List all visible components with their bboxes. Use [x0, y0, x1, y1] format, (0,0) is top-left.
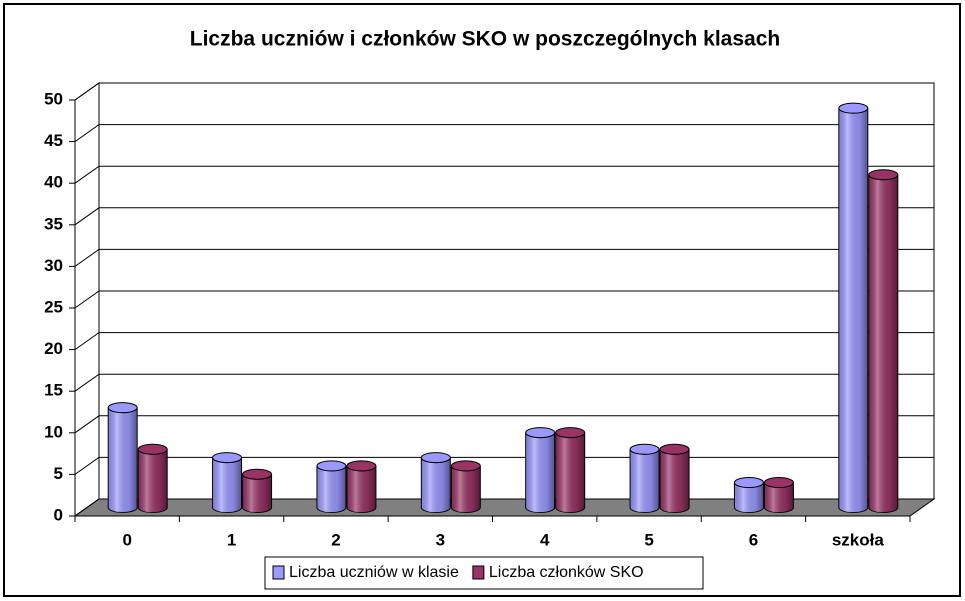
cylinder-top [868, 169, 899, 181]
cylinder-shade [108, 407, 138, 513]
cylinder-top [629, 443, 660, 455]
grid-line [74, 248, 934, 267]
y-tick-label: 35 [44, 214, 63, 233]
y-tick-label: 5 [54, 464, 63, 483]
x-tick-label: 5 [644, 530, 653, 549]
floor [73, 498, 936, 517]
cylinder-top [838, 102, 869, 114]
cylinder-top [212, 452, 243, 464]
cylinder-top [316, 460, 347, 472]
cylinder-shade [660, 449, 690, 513]
legend-label: Liczba członków SKO [489, 564, 644, 581]
chart-title: Liczba uczniów i członków SKO w poszczeg… [190, 28, 780, 51]
x-tick-label: szkoła [832, 530, 885, 549]
x-tick-label: 2 [331, 530, 340, 549]
y-tick-label: 45 [44, 131, 63, 150]
grid-line [74, 165, 934, 184]
cylinder-shade [630, 449, 660, 513]
grid-line [74, 373, 934, 392]
cylinder-top [763, 477, 794, 489]
cylinder-top [107, 402, 138, 414]
y-tick-label: 40 [44, 173, 63, 192]
y-tick-label: 25 [44, 297, 63, 316]
cylinder-top [733, 477, 764, 489]
cylinder-top [242, 468, 273, 480]
cylinder-shade [734, 482, 764, 513]
cylinder-shade [555, 432, 585, 513]
x-tick-label: 4 [540, 530, 550, 549]
cylinder-shade [316, 465, 346, 513]
x-tick-label: 3 [436, 530, 445, 549]
cylinder-top [659, 443, 690, 455]
y-tick-label: 15 [44, 381, 63, 400]
cylinder-shade [525, 432, 555, 513]
grid-line [74, 82, 934, 101]
x-tick-label: 6 [749, 530, 758, 549]
cylinder-shade [212, 457, 242, 513]
y-tick-label: 20 [44, 339, 63, 358]
cylinder-shade [242, 474, 272, 513]
legend-label: Liczba uczniów w klasie [289, 564, 459, 581]
cylinder-top [555, 427, 586, 439]
cylinder-top [137, 443, 168, 455]
cylinder-shade [421, 457, 451, 513]
legend-swatch [472, 565, 485, 580]
cylinder-top [450, 460, 481, 472]
legend-swatch [272, 565, 285, 580]
cylinder-shade [138, 449, 168, 513]
cylinder-top [346, 460, 377, 472]
cylinder-shade [838, 108, 868, 513]
y-tick-label: 30 [44, 256, 63, 275]
grid-line [74, 124, 934, 143]
y-tick-label: 50 [44, 89, 63, 108]
cylinder-shade [764, 482, 794, 513]
x-tick-label: 0 [122, 530, 131, 549]
grid-line [74, 207, 934, 226]
cylinder-shade [346, 465, 376, 513]
cylinder-top [525, 427, 556, 439]
cylinder-shade [868, 174, 898, 513]
grid-line [74, 332, 934, 351]
grid-line [74, 415, 934, 434]
x-tick-label: 1 [227, 530, 236, 549]
y-tick-label: 10 [44, 422, 63, 441]
cylinder-shade [451, 465, 481, 513]
grid-line [74, 290, 934, 309]
y-tick-label: 0 [54, 505, 63, 524]
cylinder-top [420, 452, 451, 464]
